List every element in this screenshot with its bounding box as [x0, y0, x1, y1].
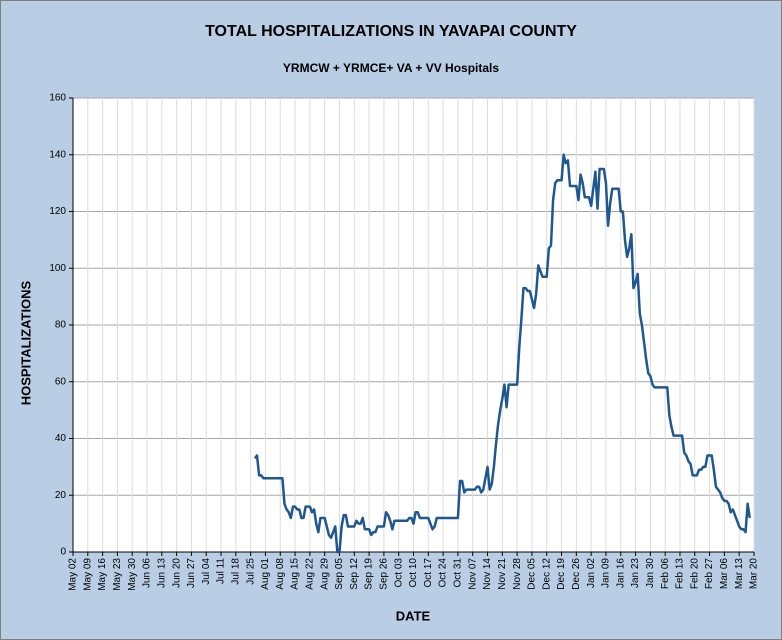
x-tick-label: Jan 02: [586, 558, 597, 588]
x-tick-label: May 02: [68, 558, 79, 591]
x-tick-label: Jun 13: [156, 558, 167, 588]
x-tick-label: Sep 26: [379, 558, 390, 590]
y-tick-label: 160: [49, 93, 66, 104]
y-tick-label: 80: [55, 320, 67, 331]
x-tick-label: Dec 19: [556, 558, 567, 590]
x-tick-label: Oct 10: [408, 558, 419, 588]
x-tick-label: Sep 19: [364, 558, 375, 590]
line-series: [253, 153, 752, 554]
x-tick-label: Aug 08: [275, 558, 286, 590]
x-tick-label: Jun 20: [171, 558, 182, 588]
x-tick-label: Nov 28: [512, 558, 523, 590]
x-tick-label: Mar 13: [734, 558, 745, 590]
y-tick-label: 60: [55, 376, 67, 387]
x-tick-label: May 16: [97, 558, 108, 591]
x-tick-label: Jun 06: [142, 558, 153, 588]
y-tick-label: 140: [49, 149, 66, 160]
x-tick-label: Oct 24: [438, 558, 449, 588]
x-tick-label: Jan 09: [601, 558, 612, 588]
x-tick-label: Feb 06: [660, 558, 671, 590]
y-tick-label: 0: [60, 547, 66, 558]
x-tick-label: Aug 15: [290, 558, 301, 590]
x-tick-label: Mar 20: [749, 558, 760, 590]
x-tick-label: May 30: [127, 558, 138, 591]
x-tick-label: Feb 20: [689, 558, 700, 590]
chart-subtitle: YRMCW + YRMCE+ VA + VV Hospitals: [283, 61, 499, 75]
x-tick-label: Jun 27: [186, 558, 197, 588]
x-tick-label: Oct 03: [393, 558, 404, 588]
chart-title: TOTAL HOSPITALIZATIONS IN YAVAPAI COUNTY: [205, 23, 577, 40]
x-tick-label: Sep 05: [334, 558, 345, 590]
y-tick-label: 120: [49, 206, 66, 217]
x-tick-label: Jul 11: [216, 558, 227, 584]
x-tick-label: Feb 27: [704, 558, 715, 590]
x-tick-label: Jul 25: [245, 558, 256, 585]
x-tick-label: Aug 01: [260, 558, 271, 590]
x-tick-label: Dec 26: [571, 558, 582, 590]
x-tick-label: Oct 17: [423, 558, 434, 588]
x-tick-label: May 09: [82, 558, 93, 591]
x-tick-label: Aug 29: [319, 558, 330, 590]
x-tick-label: Jan 16: [615, 558, 626, 588]
x-tick-label: Jul 04: [201, 558, 212, 585]
x-tick-label: Jan 23: [630, 558, 641, 588]
x-tick-label: Nov 07: [467, 558, 478, 590]
x-tick-label: Jul 18: [230, 558, 241, 585]
x-tick-label: Mar 06: [719, 558, 730, 590]
x-tick-label: Nov 21: [497, 558, 508, 590]
y-axis-label: HOSPITALIZATIONS: [18, 280, 33, 405]
y-tick-label: 100: [49, 263, 66, 274]
x-tick-label: Feb 13: [675, 558, 686, 590]
y-tick-label: 20: [55, 490, 67, 501]
x-tick-label: Jan 30: [645, 558, 656, 588]
x-tick-label: Aug 22: [305, 558, 316, 590]
x-tick-label: Dec 05: [527, 558, 538, 590]
x-tick-label: May 23: [112, 558, 123, 591]
x-tick-label: Dec 12: [541, 558, 552, 590]
x-tick-label: Oct 31: [453, 558, 464, 588]
x-tick-label: Nov 14: [482, 558, 493, 590]
x-tick-label: Sep 12: [349, 558, 360, 590]
y-tick-label: 40: [55, 433, 67, 444]
x-axis-label: DATE: [396, 608, 431, 623]
